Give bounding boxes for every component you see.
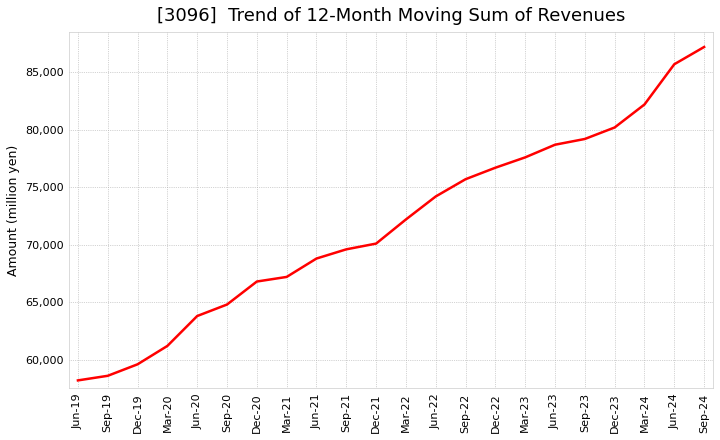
Title: [3096]  Trend of 12-Month Moving Sum of Revenues: [3096] Trend of 12-Month Moving Sum of R… [157, 7, 625, 25]
Y-axis label: Amount (million yen): Amount (million yen) [7, 145, 20, 276]
